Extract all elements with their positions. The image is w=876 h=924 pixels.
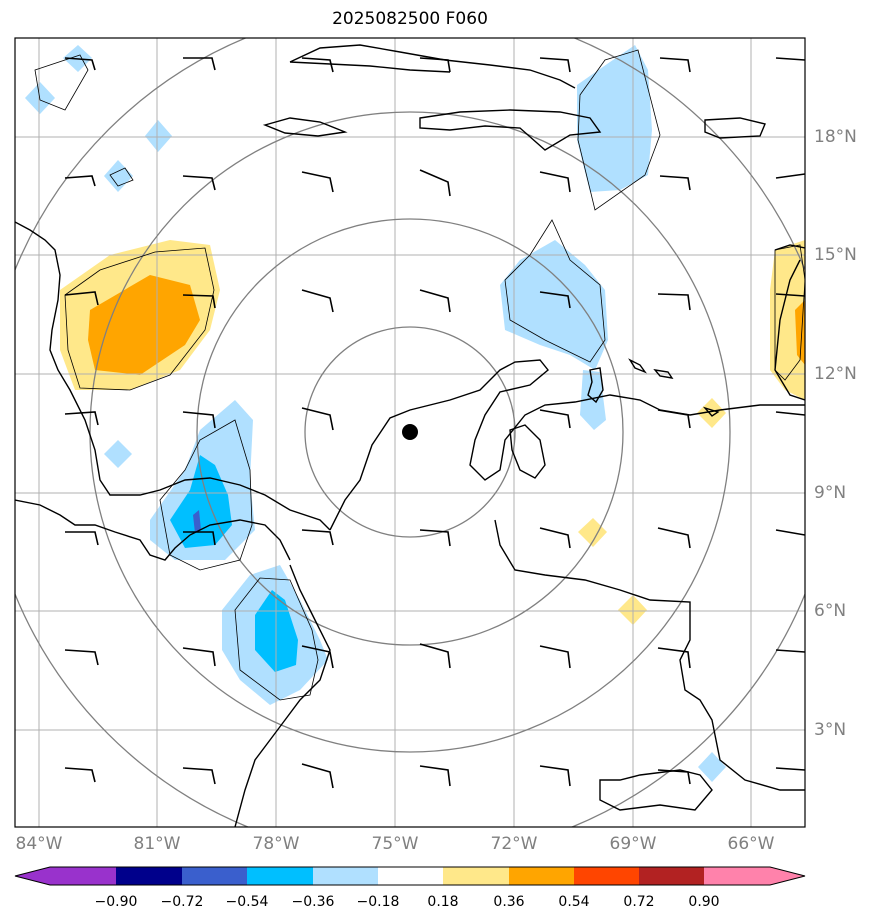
colorbar-segment — [639, 867, 704, 885]
colorbar-tick-label: −0.90 — [94, 894, 138, 910]
negative-anomaly-core — [170, 455, 232, 548]
negative-anomaly-small — [698, 752, 726, 782]
lat-label: 12°N — [814, 364, 857, 384]
contour-lines — [34, 49, 805, 701]
lat-label: 15°N — [814, 245, 857, 265]
lon-label: 75°W — [371, 834, 419, 854]
colorbar-tick-label: −0.54 — [225, 894, 269, 910]
wind-barbs — [64, 57, 805, 789]
map-title: 2025082500 F060 — [332, 9, 488, 29]
colorbar-tick-label: −0.18 — [356, 894, 400, 910]
colorbar-tick-label: −0.36 — [291, 894, 335, 910]
lat-label: 6°N — [814, 601, 847, 621]
shading-layer — [25, 45, 805, 782]
colorbar-low-extend — [15, 867, 116, 885]
plot-frame — [14, 37, 806, 828]
colorbar-segment — [116, 867, 182, 885]
lon-label: 84°W — [15, 834, 63, 854]
colorbar-segment — [443, 867, 509, 885]
negative-anomaly-small — [104, 160, 133, 192]
colorbar-tick-label: 0.18 — [427, 894, 459, 910]
lat-label: 3°N — [814, 720, 847, 740]
colorbar-segment — [182, 867, 247, 885]
colorbar — [14, 866, 806, 886]
colorbar-tick-label: 0.72 — [623, 894, 655, 910]
lon-label: 66°W — [727, 834, 775, 854]
colorbar-segment — [247, 867, 313, 885]
lat-label: 9°N — [814, 483, 847, 503]
colorbar-tick-label: 0.36 — [493, 894, 525, 910]
positive-anomaly-east — [770, 240, 805, 400]
lon-label: 69°W — [609, 834, 657, 854]
colorbar-tick-label: 0.90 — [688, 894, 720, 910]
negative-anomaly-small — [104, 440, 132, 468]
positive-anomaly-core — [88, 275, 200, 375]
colorbar-segment — [313, 867, 378, 885]
lon-label: 81°W — [133, 834, 181, 854]
negative-anomaly-core — [193, 510, 201, 533]
negative-anomaly-small — [145, 120, 172, 152]
colorbar-segment — [509, 867, 574, 885]
storm-center-marker — [402, 424, 418, 440]
colorbar-segment — [574, 867, 639, 885]
negative-anomaly-region — [500, 240, 608, 370]
lat-label: 18°N — [814, 127, 857, 147]
lon-label: 78°W — [252, 834, 300, 854]
colorbar-segment — [378, 867, 443, 885]
colorbar-high-extend — [704, 867, 805, 885]
positive-anomaly-small — [578, 518, 607, 547]
range-rings — [15, 38, 805, 827]
colorbar-tick-label: −0.72 — [160, 894, 204, 910]
positive-anomaly-small — [697, 398, 726, 428]
negative-anomaly-region — [577, 45, 652, 192]
colorbar-tick-label: 0.54 — [558, 894, 590, 910]
lon-label: 72°W — [490, 834, 538, 854]
coastlines — [15, 44, 805, 827]
